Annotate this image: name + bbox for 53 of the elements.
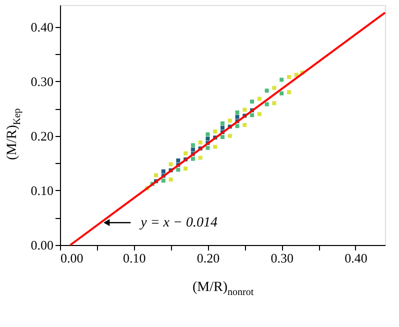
point <box>235 114 240 119</box>
point <box>206 146 210 150</box>
point <box>272 101 276 106</box>
point <box>235 110 240 114</box>
y-tick-label: 0.40 <box>30 19 54 34</box>
point <box>161 178 166 183</box>
point <box>228 118 232 123</box>
y-tick-label: 0.10 <box>30 182 54 198</box>
point <box>198 156 202 160</box>
y-tick-label: 0.30 <box>30 74 54 89</box>
point <box>286 75 291 79</box>
point <box>168 162 173 166</box>
point <box>235 124 240 128</box>
point <box>257 112 262 116</box>
point <box>220 121 224 126</box>
point <box>198 140 202 144</box>
point <box>184 151 188 156</box>
point <box>242 123 247 127</box>
x-tick-label: 0.40 <box>344 250 368 266</box>
point <box>190 143 195 148</box>
point <box>184 166 188 171</box>
x-tick-label: 0.10 <box>122 250 146 266</box>
point <box>213 130 218 134</box>
point <box>242 108 247 112</box>
point <box>280 91 284 96</box>
point <box>228 134 232 138</box>
y-tick-label: 0.20 <box>30 128 54 144</box>
point <box>168 178 173 182</box>
point <box>176 168 180 172</box>
point <box>264 88 269 93</box>
x-tick-label: 0.00 <box>60 250 84 266</box>
y-axis-title: (M/R)Kep <box>5 108 23 160</box>
point <box>272 86 276 90</box>
point <box>206 132 210 136</box>
point <box>280 78 284 82</box>
point <box>190 148 195 152</box>
point <box>161 169 166 174</box>
annotation: y = x − 0.014 <box>138 216 218 231</box>
point <box>250 113 254 118</box>
point <box>220 126 224 130</box>
point <box>213 144 218 149</box>
point <box>286 90 291 94</box>
x-tick-label: 0.30 <box>270 250 294 266</box>
point <box>206 136 210 141</box>
point <box>220 135 224 139</box>
point <box>250 100 254 104</box>
y-tick-label: 0.00 <box>30 238 54 252</box>
x-tick-label: 0.20 <box>196 250 220 266</box>
point <box>257 96 262 101</box>
point <box>176 158 180 162</box>
point <box>154 173 158 178</box>
point <box>190 156 195 161</box>
point <box>264 102 269 106</box>
